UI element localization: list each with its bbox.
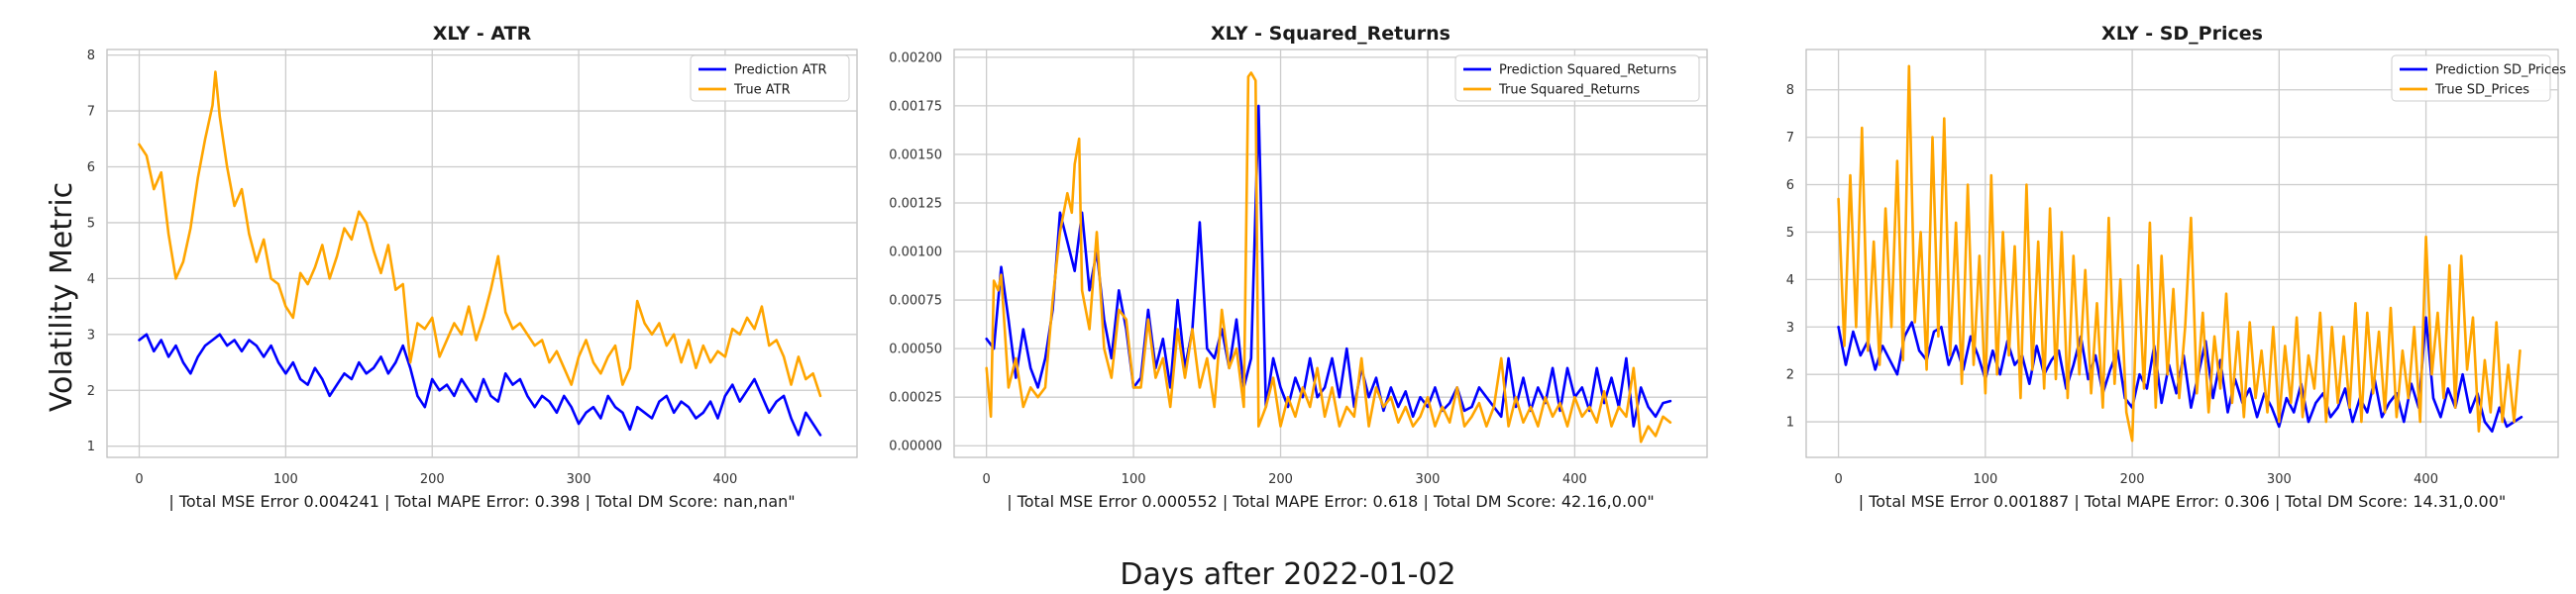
subplot-xlabel: | Total MSE Error 0.004241 | Total MAPE …	[168, 492, 795, 511]
y-tick-label: 0.00125	[889, 196, 942, 211]
subplot-xlabel: | Total MSE Error 0.001887 | Total MAPE …	[1859, 492, 2507, 511]
x-tick-label: 0	[135, 472, 143, 487]
y-tick-label: 7	[87, 105, 95, 120]
y-tick-label: 2	[87, 384, 95, 399]
legend: Prediction Squared_Returns True Squared_R…	[1454, 54, 1700, 102]
x-tick-label: 300	[1416, 472, 1441, 487]
x-tick-label: 100	[273, 472, 298, 487]
figure-ylabel: Volatility Metric	[45, 182, 79, 412]
y-tick-label: 6	[87, 160, 95, 175]
legend-entry: Prediction Squared_Returns	[1499, 63, 1676, 78]
x-tick-label: 300	[2267, 472, 2292, 487]
subplot-2: 0 100 200 300 400 0.00000 0.00025 0.00050 0.0007…	[889, 23, 1708, 511]
subplot-title: XLY - Squared_Returns	[1211, 23, 1450, 45]
plot-area	[106, 49, 858, 458]
subplot-xlabel: | Total MSE Error 0.000552 | Total MAPE …	[1007, 492, 1655, 511]
y-tick-label: 6	[1786, 178, 1794, 193]
y-tick-label: 2	[1786, 368, 1794, 383]
subplot-1: 0 100 200 300 400 1 2 3 4 5 6 7 8 XLY - ATR | Total M…	[87, 23, 858, 511]
y-tick-label: 1	[1786, 416, 1794, 431]
y-tick-label: 4	[87, 272, 95, 287]
legend-box	[690, 54, 850, 102]
x-tick-label: 100	[1122, 472, 1146, 487]
legend: Prediction SD_Prices True SD_Prices	[2391, 54, 2566, 102]
x-tick-label: 100	[1973, 472, 1997, 487]
x-tick-label: 400	[1562, 472, 1587, 487]
y-tick-label: 8	[1786, 83, 1794, 98]
series-line-true	[985, 71, 1672, 444]
legend-entry: True Squared_Returns	[1498, 83, 1640, 98]
y-tick-label: 0.00025	[889, 391, 942, 406]
x-tick-label: 200	[2120, 472, 2145, 487]
y-tick-label: 7	[1786, 131, 1794, 146]
y-tick-label: 1	[87, 440, 95, 454]
subplot-title: XLY - SD_Prices	[2101, 23, 2263, 45]
x-tick-label: 0	[983, 472, 991, 487]
y-tick-label: 5	[1786, 226, 1794, 241]
x-tick-label: 200	[420, 472, 445, 487]
subplot-title: XLY - ATR	[433, 23, 532, 45]
y-tick-label: 3	[1786, 321, 1794, 336]
legend-entry: True SD_Prices	[2434, 83, 2529, 98]
legend-box	[2391, 54, 2551, 102]
subplot-3: 0 100 200 300 400 1 2 3 4 5 6 7 8 XLY - SD_Prices | T…	[1786, 23, 2566, 511]
y-tick-label: 8	[87, 49, 95, 63]
x-tick-label: 200	[1268, 472, 1293, 487]
legend-entry: Prediction ATR	[734, 63, 827, 78]
y-tick-label: 0.00000	[889, 440, 942, 454]
legend: Prediction ATR True ATR	[690, 54, 850, 102]
y-tick-label: 0.00200	[889, 50, 942, 65]
x-tick-label: 300	[567, 472, 591, 487]
figure-supxlabel: Days after 2022-01-02	[1120, 557, 1455, 592]
x-tick-label: 400	[2414, 472, 2438, 487]
series-line-true	[138, 70, 822, 398]
x-tick-label: 0	[1834, 472, 1842, 487]
legend-entry: True ATR	[733, 83, 791, 98]
series-line-prediction	[138, 333, 822, 437]
y-tick-label: 3	[87, 328, 95, 343]
y-tick-label: 5	[87, 216, 95, 231]
y-tick-label: 0.00075	[889, 294, 942, 309]
x-tick-label: 400	[713, 472, 738, 487]
legend-entry: Prediction SD_Prices	[2435, 63, 2566, 78]
legend-box	[1454, 54, 1700, 102]
y-tick-label: 0.00150	[889, 148, 942, 162]
series-line-true	[1837, 64, 2522, 443]
y-tick-label: 4	[1786, 273, 1794, 288]
y-tick-label: 0.00100	[889, 246, 942, 260]
y-tick-label: 0.00050	[889, 343, 942, 357]
y-tick-label: 0.00175	[889, 99, 942, 114]
